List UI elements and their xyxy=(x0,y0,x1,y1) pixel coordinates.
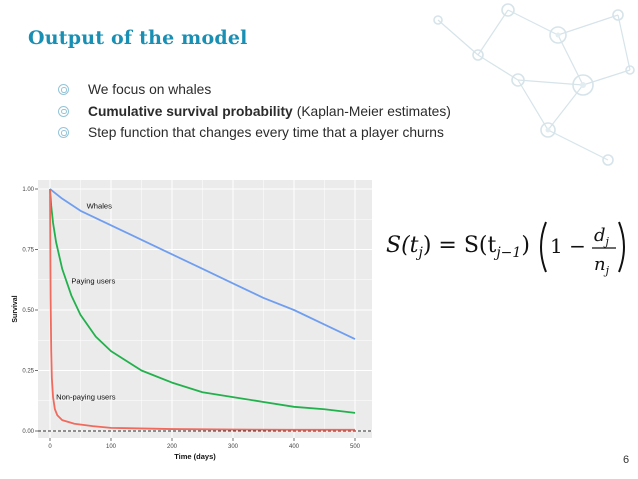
formula-denominator: n xyxy=(594,254,606,275)
formula-denominator-sub: j xyxy=(603,264,610,277)
bullet-text: (Kaplan-Meier estimates) xyxy=(296,103,451,119)
kaplan-meier-formula: S(tj) = S(tj−1) 1 − dj nj xyxy=(386,221,625,277)
slide-title: Output of the model xyxy=(28,27,248,49)
svg-text:S(tj) = S(tj−1): S(tj) = S(tj−1) xyxy=(386,233,530,261)
formula-numerator: d xyxy=(594,225,606,246)
network-decoration xyxy=(433,3,635,166)
bullet-circle-icon xyxy=(58,127,69,139)
svg-text:dj: dj xyxy=(594,225,610,248)
network-node xyxy=(501,3,515,17)
x-tick-label: 0 xyxy=(48,444,52,450)
bullet-list: We focus on whales Cumulative survival p… xyxy=(58,79,451,144)
formula-rhs-sub: j−1 xyxy=(493,245,521,261)
network-node xyxy=(472,49,484,61)
network-node xyxy=(540,122,556,138)
network-node xyxy=(602,154,614,166)
x-tick-label: 400 xyxy=(289,444,300,450)
formula-numerator-sub: j xyxy=(603,235,610,248)
series-line-paying-users xyxy=(49,188,356,414)
survival-chart: Whales Paying users Non-paying users 0.00 0… xyxy=(12,180,372,461)
network-node xyxy=(625,65,635,75)
x-tick-label: 200 xyxy=(167,444,178,450)
series-label: Paying users xyxy=(71,276,115,285)
series-line-whales xyxy=(49,188,356,340)
x-tick-label: 300 xyxy=(228,444,239,450)
bullet-item: We focus on whales xyxy=(58,79,451,101)
series-label: Whales xyxy=(87,201,113,210)
y-tick-label: 1.00 xyxy=(22,187,34,193)
y-tick-label: 0.75 xyxy=(22,248,34,254)
x-tick-label: 500 xyxy=(350,444,361,450)
y-tick-label: 0.00 xyxy=(22,429,34,435)
x-axis-label: Time (days) xyxy=(174,452,216,461)
bullet-item: Cumulative survival probability (Kaplan-… xyxy=(58,101,451,123)
series-label: Non-paying users xyxy=(56,393,116,402)
formula-close: ) xyxy=(521,233,530,258)
network-node xyxy=(511,73,525,87)
series-line-non-paying-users xyxy=(49,188,355,431)
bullet-text: Step function that changes every time th… xyxy=(88,125,444,141)
bullet-item: Step function that changes every time th… xyxy=(58,122,451,144)
bullet-circle-icon xyxy=(58,105,69,117)
formula-equals: ) = S(t xyxy=(423,233,497,258)
network-node xyxy=(572,74,594,96)
network-node xyxy=(549,26,567,44)
network-node xyxy=(433,15,443,25)
y-tick-label: 0.25 xyxy=(22,369,34,375)
bullet-text: We focus on whales xyxy=(88,82,212,98)
x-tick-label: 100 xyxy=(106,444,117,450)
y-tick-label: 0.50 xyxy=(22,308,34,314)
svg-text:nj: nj xyxy=(594,254,610,277)
formula-one-minus: 1 − xyxy=(550,234,586,258)
page-number: 6 xyxy=(623,454,630,466)
bullet-strong-text: Cumulative survival probability xyxy=(88,103,293,119)
y-axis-label: Survival xyxy=(12,295,19,322)
bullet-circle-icon xyxy=(58,84,69,96)
chart-panel xyxy=(38,180,372,438)
formula-lhs-sub: j xyxy=(416,245,424,261)
formula-lhs: S(t xyxy=(386,233,419,258)
network-node xyxy=(612,9,624,21)
